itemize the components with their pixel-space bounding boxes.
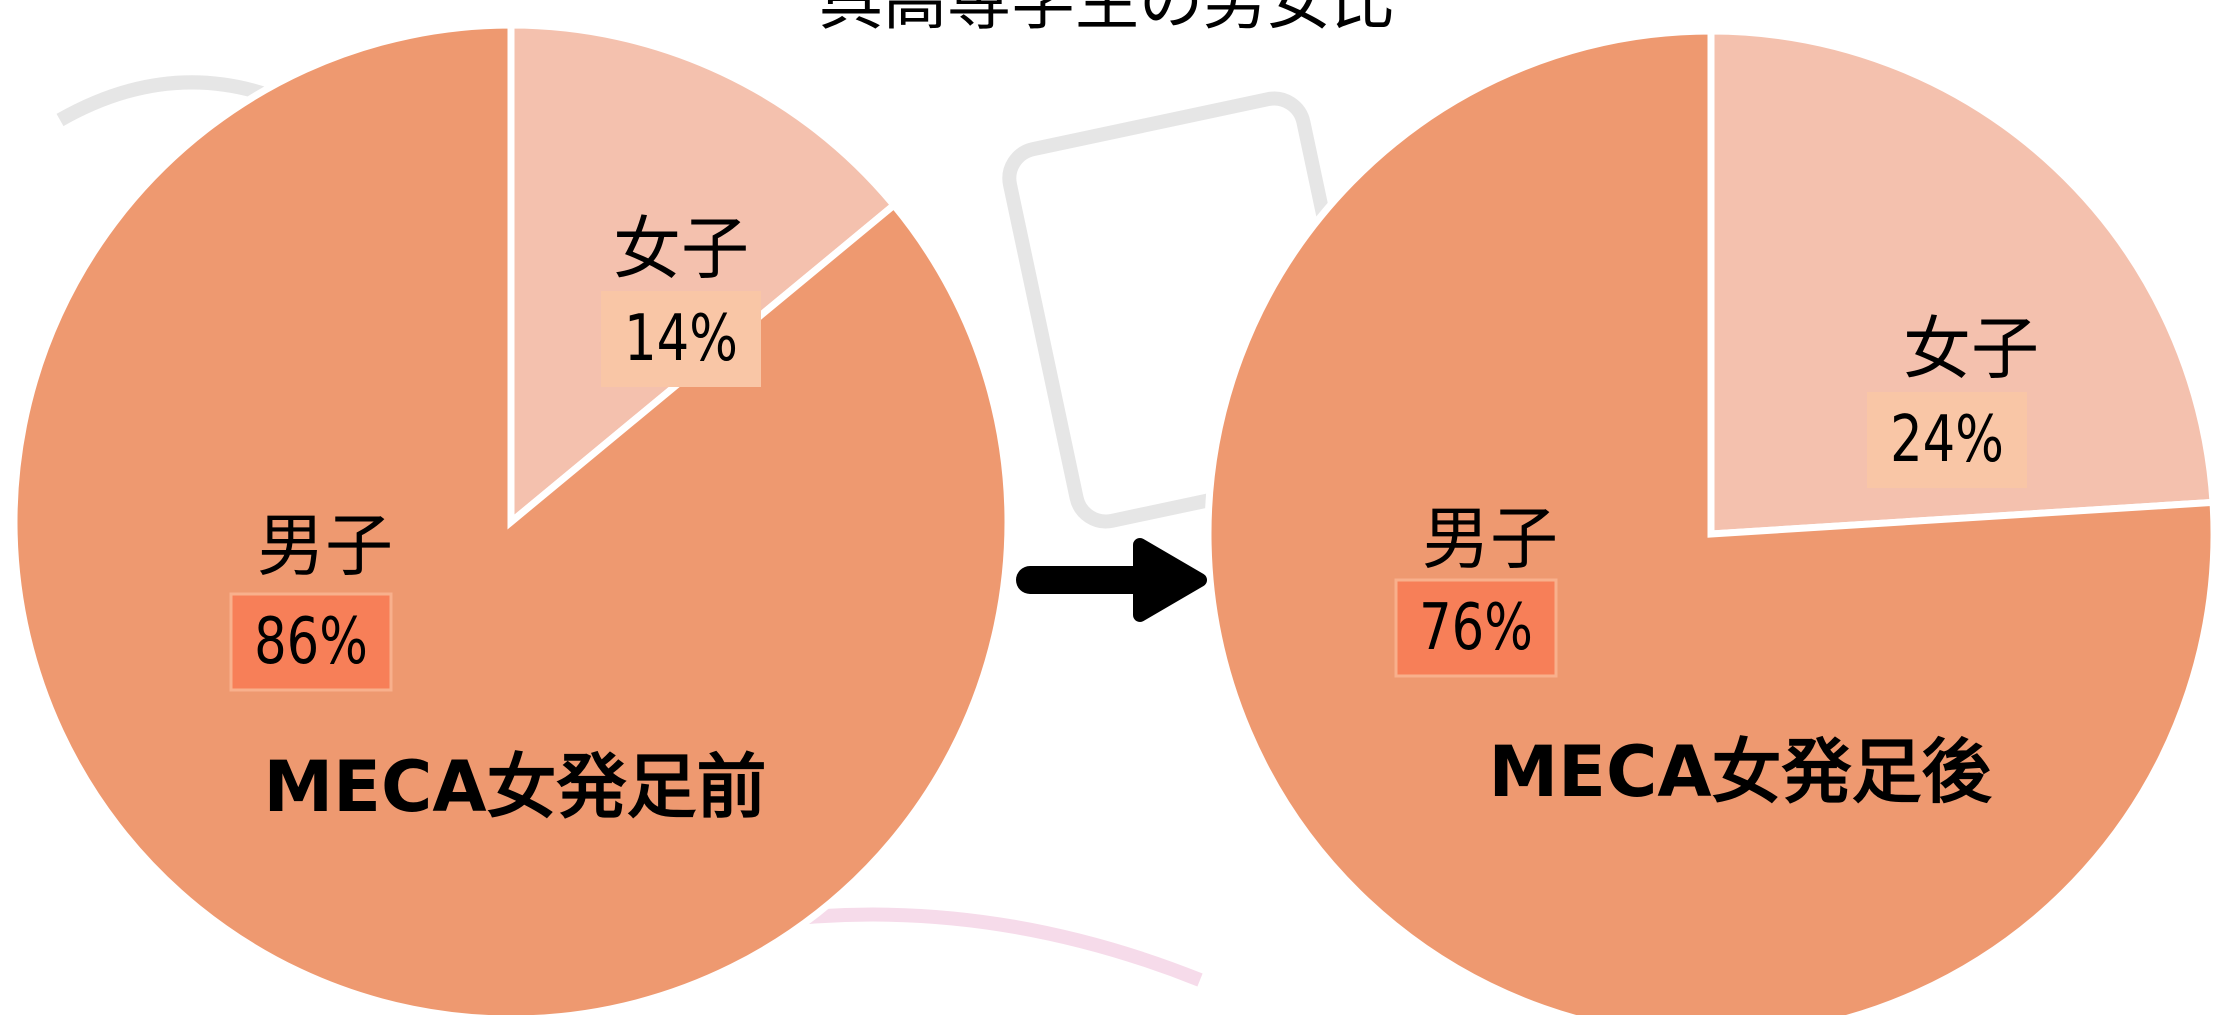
value-label: 14% (624, 300, 738, 375)
slice-label: 女子 (613, 211, 749, 290)
value-label: 24% (1890, 401, 2004, 476)
pie (1208, 31, 2214, 1015)
slice-label: 女子 (1903, 311, 2039, 390)
slice-label: 男子 (1422, 501, 1558, 580)
value-label: 76% (1419, 589, 1533, 664)
value-label: 86% (254, 603, 368, 678)
slice-label: 男子 (257, 508, 393, 587)
pie (14, 25, 1008, 1015)
chart-title: MECA女発足前 (263, 746, 766, 828)
chart-title: MECA女発足後 (1488, 731, 1992, 813)
arrow (1030, 545, 1200, 615)
page-title: 呉高専学生の男女比 (819, 0, 1395, 40)
page: 呉高専学生の男女比 女子 14% 男子 86% MECA女発足前 女子 24% 男子 76% ME… (0, 0, 2214, 1015)
